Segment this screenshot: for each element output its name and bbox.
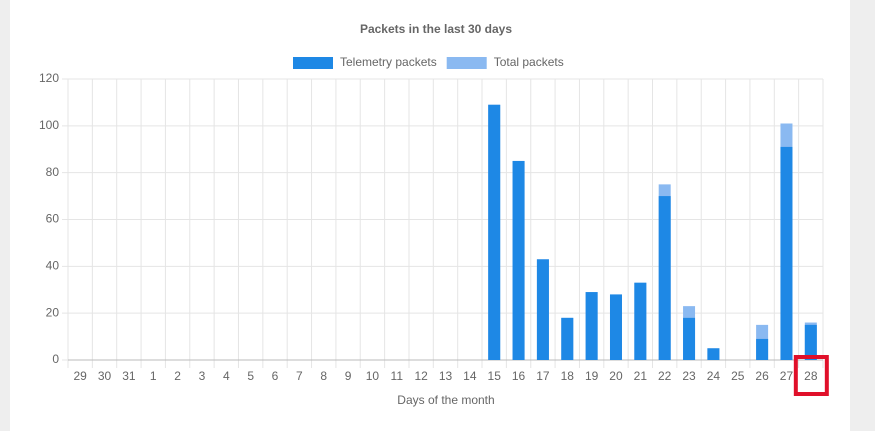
y-tick-label: 60 xyxy=(46,212,60,226)
x-tick-label: 6 xyxy=(272,369,279,383)
x-tick-label: 5 xyxy=(247,369,254,383)
y-tick-label: 120 xyxy=(39,71,59,85)
x-tick-label: 19 xyxy=(585,369,599,383)
legend-swatch xyxy=(446,57,487,69)
x-tick-label: 20 xyxy=(609,369,623,383)
bar xyxy=(536,259,549,360)
x-tick-label: 23 xyxy=(682,369,696,383)
highlight-box xyxy=(793,355,829,396)
bar xyxy=(707,348,720,360)
x-tick-label: 16 xyxy=(512,369,526,383)
y-tick-label: 80 xyxy=(46,165,60,179)
x-tick-label: 18 xyxy=(561,369,575,383)
y-tick-label: 20 xyxy=(46,305,60,319)
x-tick-label: 14 xyxy=(463,369,477,383)
x-tick-label: 4 xyxy=(223,369,230,383)
x-tick-label: 22 xyxy=(658,369,672,383)
bar xyxy=(634,282,647,360)
x-tick-label: 9 xyxy=(345,369,352,383)
chart-title: Packets in the last 30 days xyxy=(360,22,512,36)
bar xyxy=(561,317,574,360)
bar xyxy=(804,324,817,360)
bar xyxy=(658,196,671,360)
bar xyxy=(488,104,501,360)
x-tick-label: 31 xyxy=(122,369,136,383)
x-tick-label: 30 xyxy=(98,369,112,383)
x-tick-label: 25 xyxy=(731,369,745,383)
x-tick-label: 10 xyxy=(366,369,380,383)
x-tick-label: 11 xyxy=(391,369,404,383)
x-axis-title: Days of the month xyxy=(397,393,494,407)
x-tick-label: 13 xyxy=(439,369,453,383)
x-tick-label: 1 xyxy=(150,369,157,383)
bar xyxy=(780,146,793,360)
legend-label: Total packets xyxy=(494,55,564,69)
x-tick-label: 12 xyxy=(414,369,428,383)
y-tick-label: 100 xyxy=(39,118,59,132)
x-tick-label: 27 xyxy=(780,369,794,383)
legend-label: Telemetry packets xyxy=(340,55,437,69)
legend-swatch xyxy=(293,57,333,69)
x-tick-label: 29 xyxy=(73,369,87,383)
x-tick-label: 17 xyxy=(536,369,550,383)
x-tick-label: 2 xyxy=(174,369,181,383)
x-tick-label: 26 xyxy=(755,369,769,383)
bar xyxy=(683,317,696,360)
x-tick-label: 24 xyxy=(707,369,721,383)
x-tick-label: 3 xyxy=(199,369,206,383)
bar xyxy=(512,160,525,360)
x-tick-label: 15 xyxy=(488,369,502,383)
bar xyxy=(585,292,598,360)
y-tick-label: 0 xyxy=(52,352,59,366)
x-tick-label: 8 xyxy=(320,369,327,383)
y-tick-label: 40 xyxy=(46,259,60,273)
bar xyxy=(609,294,622,360)
x-tick-label: 21 xyxy=(634,369,648,383)
bar xyxy=(756,338,769,360)
x-tick-label: 7 xyxy=(296,369,303,383)
x-tick-label: 28 xyxy=(804,369,818,383)
